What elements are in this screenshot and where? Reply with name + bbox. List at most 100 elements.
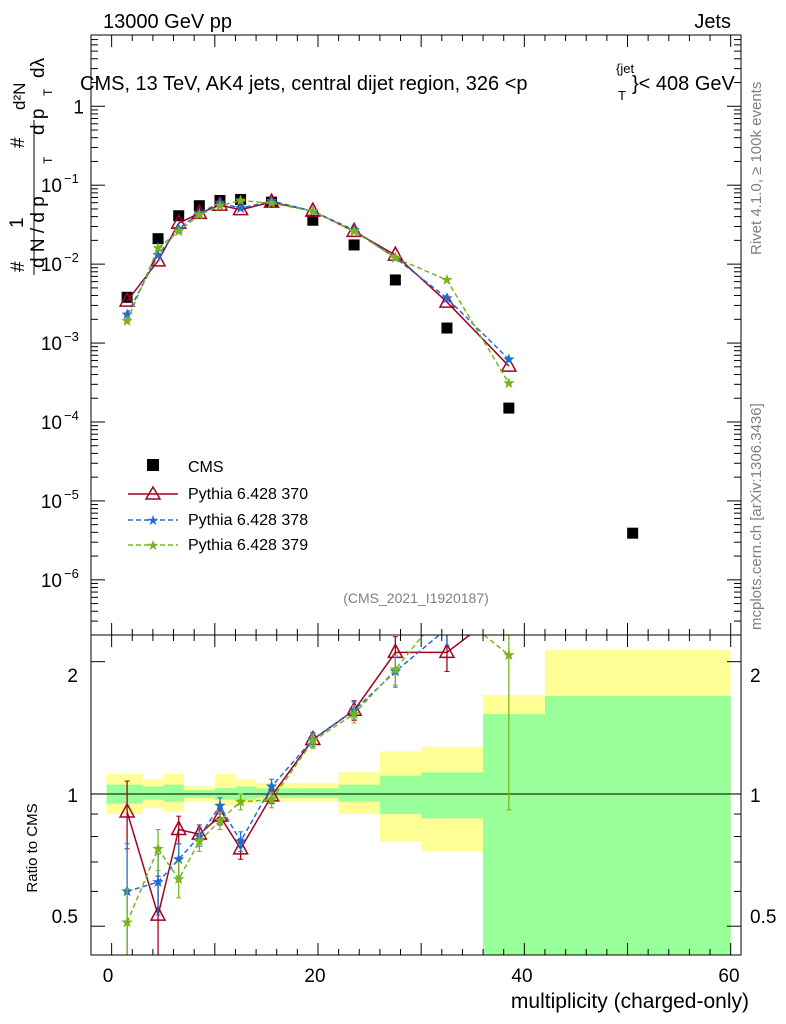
ratio-point-pythia-6-428-379	[265, 793, 278, 805]
legend: CMS Pythia 6.428 370 ★ Pythia 6.428 378 …	[128, 459, 308, 554]
ratio-panel	[90, 519, 742, 956]
point-pythia-6-428-379	[193, 208, 205, 220]
ratio-point-pythia-6-428-370	[232, 839, 249, 855]
point-pythia-6-428-378	[152, 249, 164, 260]
main-y-tick-labels: 10 −610 −510 −410 −310 −210 −11	[41, 97, 84, 592]
point-pythia-6-428-378	[503, 353, 515, 365]
ratio-tick-label-1-left: 1	[67, 786, 78, 807]
legend-marker-cms	[147, 459, 159, 471]
main-ticks	[91, 34, 741, 636]
y-label-one: 1	[7, 217, 28, 228]
band-green	[235, 786, 257, 800]
ratio-point-pythia-6-428-378	[234, 835, 247, 847]
analysis-id: (CMS_2021_I1920187)	[343, 590, 489, 606]
main-y-tick-label-exponent: −1	[64, 171, 79, 186]
point-pythia-6-428-370	[149, 251, 167, 267]
legend-marker-370	[144, 485, 162, 500]
point-pythia-6-428-379	[173, 225, 185, 237]
ratio-point-pythia-6-428-379	[152, 842, 164, 854]
ratio-point-pythia-6-428-379	[348, 708, 360, 719]
ratio-point-pythia-6-428-379	[389, 663, 402, 675]
ratio-series-content	[121, 523, 515, 955]
main-series	[118, 192, 639, 539]
point-pythia-6-428-379	[307, 205, 319, 216]
y-label-d2n: d²N	[10, 83, 29, 110]
main-y-tick-label-exponent: −2	[64, 250, 79, 265]
main-y-tick-label-exponent: −4	[64, 408, 79, 423]
mcplots-label: mcplots.cern.ch [arXiv:1306.3436]	[748, 403, 765, 630]
main-y-tick-label: 10	[41, 255, 62, 276]
cms-point	[121, 291, 133, 303]
band-green	[421, 772, 484, 819]
point-pythia-6-428-379	[152, 242, 164, 253]
ratio-point-pythia-6-428-379	[173, 873, 185, 884]
ratio-series	[118, 519, 516, 955]
legend-marker-378: ★	[147, 512, 160, 528]
ratio-line-pythia-6-428-378	[126, 635, 441, 893]
point-pythia-6-428-378	[121, 308, 133, 320]
ratio-uncertainty-bands	[106, 649, 731, 955]
cms-point	[152, 233, 164, 245]
energy-label: 13000 GeV pp	[103, 11, 232, 33]
ratio-tick-label-2-right: 2	[750, 666, 761, 687]
main-y-tick-label: 10	[41, 413, 62, 434]
point-pythia-6-428-370	[118, 291, 136, 307]
point-pythia-6-428-379	[503, 377, 515, 389]
band-green	[142, 786, 164, 800]
ratio-tick-label-2-left: 2	[67, 666, 78, 687]
x-tick-label-60: 60	[718, 966, 739, 987]
legend-label-370: Pythia 6.428 370	[188, 486, 308, 503]
main-y-tick-label-exponent: −3	[64, 329, 79, 344]
y-label-sub-t-1: T	[41, 156, 55, 164]
cms-point	[348, 239, 360, 251]
ratio-point-pythia-6-428-370	[170, 819, 187, 836]
point-pythia-6-428-378	[234, 202, 247, 214]
rivet-label: Rivet 4.1.0, ≥ 100k events	[748, 82, 765, 255]
x-tick-label-40: 40	[511, 966, 532, 987]
cms-point	[627, 527, 639, 539]
ratio-point-pythia-6-428-378	[152, 876, 164, 887]
ratio-series-pythia-6-428-379	[121, 523, 515, 955]
ratio-frame	[90, 634, 742, 956]
ratio-point-pythia-6-428-379	[234, 795, 247, 807]
x-axis-label: multiplicity (charged-only)	[511, 990, 749, 1013]
main-y-tick-label: 1	[73, 97, 84, 118]
point-pythia-6-428-379	[234, 194, 247, 206]
ratio-line-pythia-6-428-379	[126, 635, 510, 923]
cms-point	[503, 402, 515, 414]
cms-point	[389, 274, 401, 286]
main-y-axis-label: # 1 d N / d p T # d²N d p T dλ	[7, 57, 55, 275]
point-pythia-6-428-379	[265, 197, 278, 209]
ratio-point-pythia-6-428-370	[118, 802, 136, 818]
point-pythia-6-428-378	[441, 292, 453, 304]
point-pythia-6-428-379	[121, 315, 133, 326]
point-pythia-6-428-379	[214, 199, 226, 211]
ratio-series-content	[121, 519, 514, 955]
ratio-point-pythia-6-428-379	[307, 735, 319, 746]
plot-title-superscript: {jet	[616, 61, 634, 76]
legend-marker-379: ★	[147, 537, 160, 553]
series-line-pythia-6-428-378	[126, 200, 510, 360]
ratio-tick-label-05-left: 0.5	[52, 907, 78, 928]
plot-title: CMS, 13 TeV, AK4 jets, central dijet reg…	[80, 61, 736, 103]
ratio-y-axis-label: Ratio to CMS	[24, 803, 41, 892]
legend-label-379: Pythia 6.428 379	[188, 537, 308, 554]
ratio-point-pythia-6-428-379	[441, 523, 453, 534]
ratio-point-pythia-6-428-378	[265, 780, 278, 792]
plot-title-main: CMS, 13 TeV, AK4 jets, central dijet reg…	[80, 73, 528, 95]
band-green	[379, 775, 422, 815]
band-green	[483, 714, 545, 955]
main-y-tick-label: 10	[41, 492, 62, 513]
ratio-point-pythia-6-428-370	[502, 552, 516, 565]
ratio-point-pythia-6-428-379	[121, 916, 133, 928]
ratio-line-pythia-6-428-370	[126, 635, 471, 918]
legend-label-378: Pythia 6.428 378	[188, 512, 308, 529]
series-line-pythia-6-428-379	[126, 199, 510, 384]
ratio-point-pythia-6-428-378	[441, 623, 453, 634]
cms-point	[307, 214, 319, 226]
y-label-dpt: d p	[28, 109, 49, 135]
ratio-point-pythia-6-428-378	[503, 519, 514, 530]
ratio-tick-label-1-right: 1	[750, 786, 761, 807]
main-y-tick-label-exponent: −5	[64, 487, 79, 502]
